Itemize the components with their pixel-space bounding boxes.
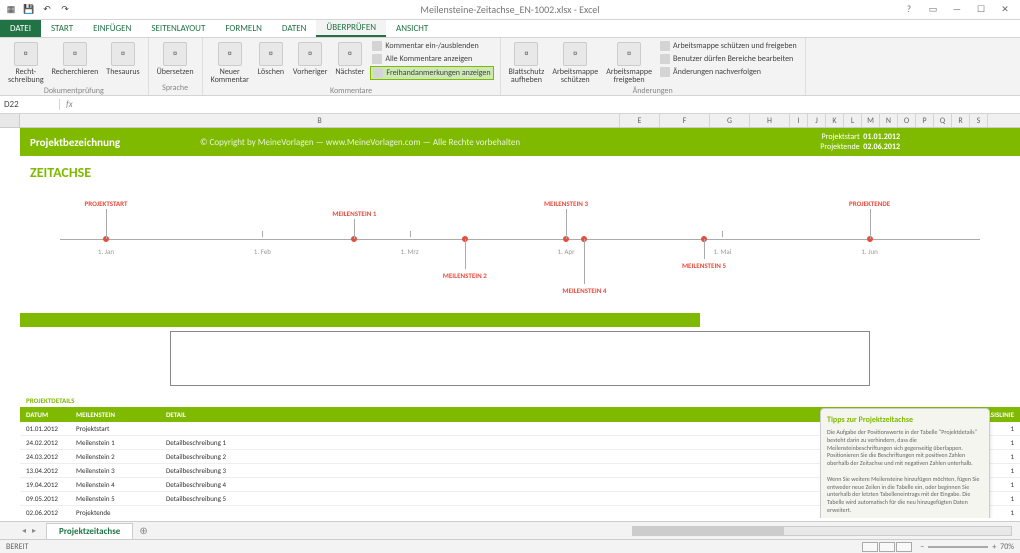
col-header[interactable]: G <box>710 114 750 127</box>
close-icon[interactable]: ✕ <box>994 2 1016 18</box>
help-icon[interactable]: ? <box>898 2 920 18</box>
sheet-content: Projektbezeichnung © Copyright by MeineV… <box>20 128 1020 518</box>
ribbon-btn[interactable]: ▫Arbeitsmappeschützen <box>550 40 600 86</box>
col-header[interactable]: P <box>916 114 934 127</box>
ribbon-btn[interactable]: ▫Löschen <box>255 40 287 78</box>
tab-einfügen[interactable]: EINFÜGEN <box>83 20 141 37</box>
ribbon-btn[interactable]: ▫Vorheriger <box>291 40 330 78</box>
milestone-label: MEILENSTEIN 4 <box>562 286 606 295</box>
ribbon-small-btn[interactable]: Änderungen nachverfolgen <box>658 66 799 78</box>
tab-start[interactable]: START <box>41 20 83 37</box>
tab-seitenlayout[interactable]: SEITENLAYOUT <box>141 20 215 37</box>
milestone-label: MEILENSTEIN 5 <box>682 261 726 270</box>
milestone-label: PROJEKTSTART <box>85 199 128 208</box>
ribbon-small-btn[interactable]: Arbeitsmappe schützen und freigeben <box>658 40 799 52</box>
ribbon-small-btn[interactable]: Kommentar ein-/ausblenden <box>370 40 493 52</box>
ribbon-btn[interactable]: ▫Übersetzen <box>155 40 196 78</box>
ribbon-btn[interactable]: ▫Recht-schreibung <box>6 40 46 86</box>
ribbon-small-btn[interactable]: Alle Kommentare anzeigen <box>370 53 493 65</box>
ribbon-btn[interactable]: ▫Nächster <box>333 40 366 78</box>
status-ready: BEREIT <box>6 542 28 552</box>
col-header[interactable]: S <box>970 114 988 127</box>
col-header[interactable]: H <box>750 114 790 127</box>
timeline-axis <box>60 239 980 240</box>
status-bar: BEREIT −+ 70% <box>0 539 1020 553</box>
add-sheet-icon[interactable]: ⊕ <box>139 524 147 537</box>
horizontal-scrollbar[interactable] <box>632 525 1012 537</box>
ribbon-btn[interactable]: ▫Arbeitsmappefreigeben <box>604 40 654 86</box>
project-dates: Projektstart 01.01.2012 Projektende 02.0… <box>820 132 900 153</box>
timeline-chart: 1. Jan 1. Feb 1. Mrz 1. Apr 1. Mai 1. Jun PROJ… <box>40 189 1000 309</box>
name-box[interactable]: D22 <box>0 99 60 110</box>
save-icon[interactable]: 💾 <box>22 3 36 17</box>
ribbon-tabs: DATEI STARTEINFÜGENSEITENLAYOUTFORMELNDA… <box>0 20 1020 38</box>
view-buttons[interactable] <box>862 542 912 552</box>
undo-icon[interactable]: ↶ <box>40 3 54 17</box>
quick-access-toolbar: ▦ 💾 ↶ ↷ <box>0 3 76 17</box>
timeline-title: ZEITACHSE <box>20 156 1020 189</box>
excel-icon: ▦ <box>4 3 18 17</box>
tips-box: Tipps zur Projektzeitachse Die Aufgabe d… <box>820 408 990 518</box>
milestone-label: MEILENSTEIN 1 <box>332 209 376 218</box>
copyright-text: © Copyright by MeineVorlagen — www.Meine… <box>200 137 520 148</box>
tab-ansicht[interactable]: ANSICHT <box>386 20 438 37</box>
col-header[interactable]: F <box>660 114 710 127</box>
tab-daten[interactable]: DATEN <box>272 20 317 37</box>
formula-bar: D22 fx <box>0 96 1020 114</box>
maximize-icon[interactable]: ☐ <box>970 2 992 18</box>
ribbon-btn[interactable]: ▫NeuerKommentar <box>209 40 251 86</box>
minimize-icon[interactable]: — <box>946 2 968 18</box>
tick-label: 1. Apr <box>557 247 574 256</box>
col-header[interactable]: M <box>862 114 880 127</box>
fx-icon[interactable]: fx <box>60 99 79 110</box>
tab-file[interactable]: DATEI <box>0 20 41 37</box>
ribbon-toggle-icon[interactable]: ▭ <box>922 2 944 18</box>
separator-bar <box>20 313 700 327</box>
tab-überprüfen[interactable]: ÜBERPRÜFEN <box>316 20 386 37</box>
title-bar: ▦ 💾 ↶ ↷ Meilensteine-Zeitachse_EN-1002.x… <box>0 0 1020 20</box>
milestone-label: MEILENSTEIN 3 <box>544 199 588 208</box>
col-header[interactable]: I <box>790 114 808 127</box>
col-header[interactable]: R <box>952 114 970 127</box>
zoom-control[interactable]: −+ 70% <box>920 542 1014 552</box>
col-header[interactable]: B <box>20 114 620 127</box>
tick-label: 1. Mrz <box>401 247 419 256</box>
tab-formeln[interactable]: FORMELN <box>215 20 272 37</box>
col-header[interactable]: N <box>880 114 898 127</box>
col-header[interactable]: Q <box>934 114 952 127</box>
ribbon-btn[interactable]: ▫Thesaurus <box>104 40 141 78</box>
project-title: Projektbezeichnung <box>30 136 120 149</box>
col-header[interactable]: O <box>898 114 916 127</box>
col-header[interactable]: J <box>808 114 826 127</box>
ribbon-small-btn[interactable]: Freihandanmerkungen anzeigen <box>370 66 493 80</box>
worksheet-area: BEFGHIJKLMNOPQRS Projektbezeichnung © Co… <box>0 114 1020 518</box>
ribbon: ▫Recht-schreibung▫Recherchieren▫Thesauru… <box>0 38 1020 96</box>
select-all-corner[interactable] <box>0 114 20 127</box>
milestone-label: MEILENSTEIN 2 <box>443 271 487 280</box>
col-header[interactable]: K <box>826 114 844 127</box>
sheet-nav[interactable]: ◂▸ <box>20 526 38 536</box>
note-box[interactable] <box>170 331 870 386</box>
ribbon-small-btn[interactable]: Benutzer dürfen Bereiche bearbeiten <box>658 53 799 65</box>
tick-label: 1. Mai <box>713 247 731 256</box>
section-label: PROJEKTDETAILS <box>20 394 1020 407</box>
col-header[interactable]: E <box>620 114 660 127</box>
tick-label: 1. Jun <box>861 247 878 256</box>
column-headers: BEFGHIJKLMNOPQRS <box>0 114 1020 128</box>
tick-label: 1. Feb <box>254 247 271 256</box>
tips-title: Tipps zur Projektzeitachse <box>827 415 983 425</box>
tick-label: 1. Jan <box>98 247 114 256</box>
sheet-tab-active[interactable]: Projektzeitachse <box>46 523 133 539</box>
ribbon-btn[interactable]: ▫Recherchieren <box>50 40 101 78</box>
project-header: Projektbezeichnung © Copyright by MeineV… <box>20 128 1020 156</box>
redo-icon[interactable]: ↷ <box>58 3 72 17</box>
tips-text: Die Aufgabe der Positionswerte in der Ta… <box>827 429 983 518</box>
sheet-tabs: ◂▸ Projektzeitachse ⊕ <box>0 521 1020 539</box>
window-title: Meilensteine-Zeitachse_EN-1002.xlsx - Ex… <box>420 3 599 16</box>
milestone-label: PROJEKTENDE <box>849 199 890 208</box>
ribbon-btn[interactable]: ▫Blattschutzaufheben <box>507 40 547 86</box>
col-header[interactable]: L <box>844 114 862 127</box>
